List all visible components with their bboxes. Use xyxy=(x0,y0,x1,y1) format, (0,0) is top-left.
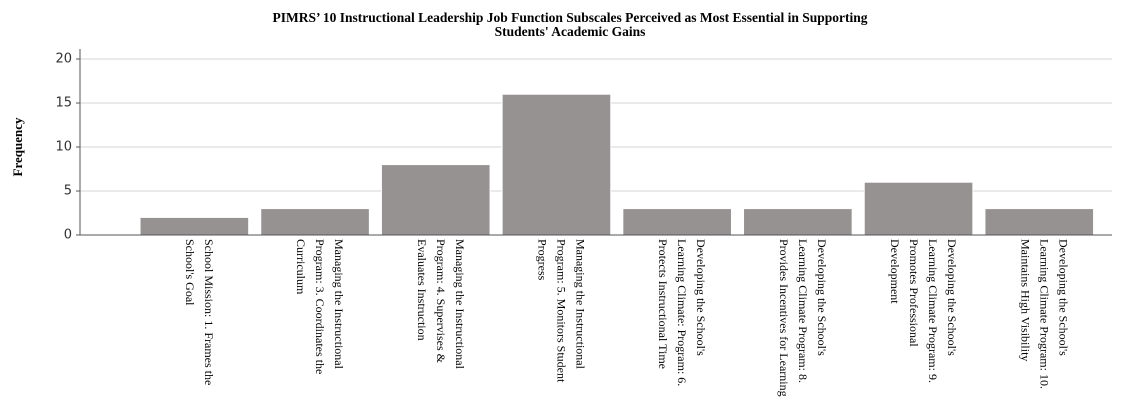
x-tick-label: Managing the InstructionalProgram: 4. Su… xyxy=(415,239,467,370)
x-tick-label: Developing the School'sLearning Climate … xyxy=(888,239,959,383)
y-tick-label: 0 xyxy=(64,228,72,243)
bar xyxy=(380,164,491,236)
x-tick-label: School Mission: 1. Frames theSchool's Go… xyxy=(183,239,216,385)
y-axis-label: Frequency xyxy=(10,117,25,176)
chart-title: PIMRS’ 10 Instructional Leadership Job F… xyxy=(272,10,867,39)
bar xyxy=(260,208,370,236)
y-tick-label: 15 xyxy=(55,96,72,111)
bar xyxy=(139,216,250,236)
x-tick-label: Developing the School'sLearning Climate … xyxy=(777,239,829,397)
y-tick-label: 5 xyxy=(64,184,72,199)
bar xyxy=(622,208,732,236)
x-tick-label: Developing the School'sLearning Climate … xyxy=(1018,239,1070,389)
bar xyxy=(743,208,853,236)
x-tick-label: Managing the InstructionalProgram: 3. Co… xyxy=(294,239,346,374)
y-tick-label: 10 xyxy=(55,140,72,155)
bar xyxy=(863,181,974,236)
x-tick-label: Managing the InstructionalProgram: 5. Mo… xyxy=(535,239,587,383)
y-tick-label: 20 xyxy=(55,52,72,67)
x-tick-label: Developing the School'sLearning Climate:… xyxy=(656,239,708,386)
bar xyxy=(984,208,1095,236)
bar xyxy=(501,93,612,236)
